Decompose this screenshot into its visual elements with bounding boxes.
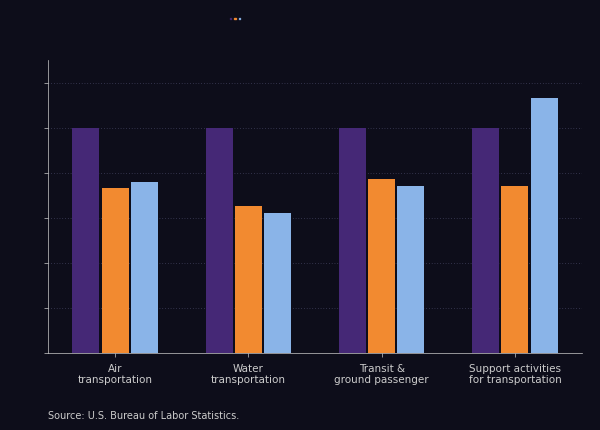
Bar xyxy=(472,128,499,353)
Bar xyxy=(264,213,291,353)
Bar xyxy=(206,128,233,353)
Bar xyxy=(72,128,99,353)
Legend: , , : , , xyxy=(229,17,241,19)
Bar xyxy=(131,181,158,353)
Bar xyxy=(235,206,262,353)
Bar xyxy=(101,188,128,353)
Bar xyxy=(502,186,529,353)
Bar xyxy=(397,186,424,353)
Text: Source: U.S. Bureau of Labor Statistics.: Source: U.S. Bureau of Labor Statistics. xyxy=(48,412,239,421)
Bar xyxy=(531,98,558,353)
Bar xyxy=(339,128,366,353)
Bar xyxy=(368,179,395,353)
